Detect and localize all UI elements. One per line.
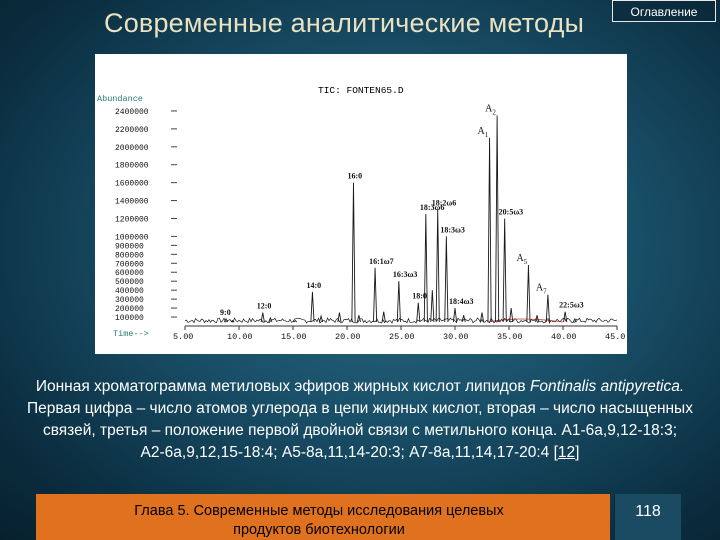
y-tick-label: 1000000 [115,233,149,242]
y-tick-label: 2400000 [115,108,149,117]
peak-label: 16:3ω3 [393,270,418,279]
chart-title: TIC: FONTEN65.D [318,85,404,96]
peak-marker-subscript: 5 [524,258,528,266]
x-tick-label: 25.00 [389,332,415,342]
y-tick-label: 2200000 [115,126,149,135]
peak [502,218,507,323]
peak [430,290,435,323]
peak [572,317,577,323]
peak [224,317,229,323]
footer-bar [36,494,610,540]
peak [351,182,356,323]
figure-caption: Ионная хроматограмма метиловых эфиров жи… [4,376,716,464]
caption-line1: Ионная хроматограмма метиловых эфиров жи… [35,378,530,395]
caption-line4-end: ] [575,444,580,461]
y-tick-label: 500000 [115,278,144,287]
peak-label: 18:0 [412,292,427,301]
peak [230,320,235,323]
baseline-trace [184,317,618,324]
peak [337,312,342,323]
peak-marker-subscript: 2 [492,108,496,116]
x-tick-label: 30.00 [443,332,469,342]
peak [268,316,273,323]
x-tick-label: 35.00 [497,332,523,342]
peak [381,311,386,323]
caption-line3: связей, третья – положение первой двойно… [42,422,678,439]
y-tick-label: 800000 [115,251,144,260]
peak [526,265,531,323]
peak [423,213,428,323]
y-tick-label: 200000 [115,305,144,314]
peak [452,308,458,323]
peak-label: 18:2ω6 [432,199,457,208]
reference-link[interactable]: 12 [557,444,576,461]
peak-label: 18:4ω3 [449,297,474,306]
peak-label: 16:1ω7 [369,257,394,266]
y-tick-label: 600000 [115,269,144,278]
y-tick-label: 1600000 [115,180,149,189]
peak [416,302,421,323]
peak-label: 22:5ω3 [559,301,584,310]
y-tick-label: 900000 [115,242,144,251]
caption-species: Fontinalis antipyretica. [529,378,685,395]
peak [293,320,298,323]
x-tick-label: 5.00 [173,332,193,342]
y-tick-label: 1200000 [115,215,149,224]
footer-chapter: Глава 5. Современные методы исследования… [134,503,504,538]
peak-label: 16:0 [347,172,362,181]
peak [444,236,449,323]
y-tick-label: 300000 [115,296,144,305]
peak-marker-subscript: 7 [543,288,547,296]
peak [563,311,568,323]
peak [545,294,550,323]
peak [319,314,324,323]
peak [310,291,315,323]
x-tick-label: 40.00 [551,332,577,342]
peak-label: 18:3ω6 [420,203,445,212]
toc-button[interactable]: Оглавление [612,0,716,22]
peak [356,315,361,323]
peak-marker-subscript: 1 [485,131,489,139]
peak [487,137,492,323]
peak-label: 14:0 [306,281,321,290]
peak-label: 9:0 [220,308,231,317]
slide-title: Современные аналитические методы [104,8,585,38]
x-tick-label: 20.00 [335,332,361,342]
peak-marker-label: A7 [536,283,547,296]
peak-label: 18:3ω3 [440,225,465,234]
y-tick-label: 2000000 [115,144,149,153]
caption-line4: А2-6а,9,12,15-18:4; А5-8а,11,14-20:3; А7… [140,444,558,461]
peak [435,209,440,323]
y-tick-label: 1400000 [115,198,149,207]
peak [461,315,466,323]
peak [260,312,265,323]
x-tick-label: 15.00 [281,332,307,342]
y-tick-label: 100000 [115,314,144,323]
peak [479,312,485,323]
y-tick-label: 400000 [115,287,144,296]
peak-marker-label: A2 [485,103,496,116]
peak-marker-label: A1 [478,126,489,139]
y-tick-label: 1800000 [115,162,149,171]
x-tick-label: 10.00 [227,332,253,342]
chromatogram: TIC: FONTEN65.D Abundance Time--> 100000… [95,54,627,354]
y-tick-label: 700000 [115,260,144,269]
peak [495,115,500,323]
peak [509,308,514,323]
chromatogram-svg: TIC: FONTEN65.D Abundance Time--> 100000… [97,85,625,342]
page-number: 118 [614,494,681,540]
peak [535,315,540,323]
y-axis-label: Abundance [97,94,143,104]
x-axis-label: Time--> [113,329,149,339]
peak-label: 12:0 [257,302,272,311]
peak [373,267,378,323]
peak-marker-label: A5 [516,253,527,266]
x-tick-label: 45.0 [605,332,625,342]
caption-line2: Первая цифра – число атомов углерода в ц… [27,400,693,417]
peak-label: 20:5ω3 [499,207,524,216]
peak [396,281,401,323]
baseline-drift [487,318,564,323]
